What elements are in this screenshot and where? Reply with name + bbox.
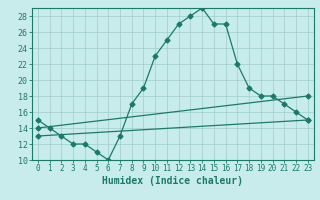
X-axis label: Humidex (Indice chaleur): Humidex (Indice chaleur) xyxy=(102,176,243,186)
